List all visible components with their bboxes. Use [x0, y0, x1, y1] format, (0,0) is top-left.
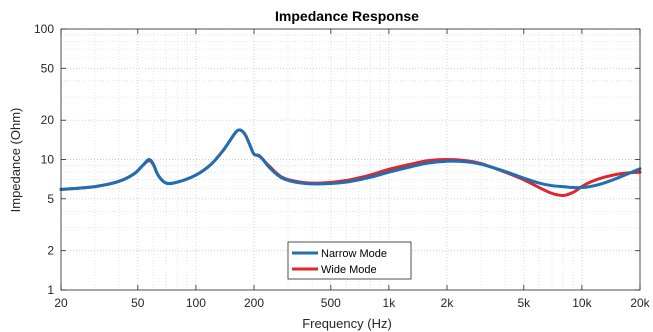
y-tick-label: 20 — [41, 113, 55, 127]
x-axis-label: Frequency (Hz) — [302, 316, 392, 331]
y-tick-label: 5 — [47, 192, 54, 206]
x-tick-label: 2k — [441, 296, 455, 310]
x-tick-labels: 20 50 100 200 500 1k 2k 5k 10k 20k — [54, 296, 650, 310]
x-tick-label: 20k — [630, 296, 650, 310]
x-tick-label: 20 — [54, 296, 68, 310]
y-tick-label: 2 — [47, 244, 54, 258]
y-tick-label: 100 — [34, 22, 54, 36]
y-tick-label: 50 — [41, 61, 55, 75]
x-tick-label: 1k — [383, 296, 397, 310]
series-line-narrow-mode — [59, 128, 642, 191]
x-tick-label: 200 — [244, 296, 264, 310]
x-tick-label: 5k — [517, 296, 531, 310]
y-tick-labels: 1 2 5 10 20 50 100 — [34, 22, 54, 297]
y-axis-label: Impedance (Ohm) — [8, 108, 23, 213]
x-tick-label: 10k — [572, 296, 592, 310]
legend-label-wide: Wide Mode — [321, 264, 377, 276]
y-tick-label: 1 — [47, 283, 54, 297]
legend-box — [287, 241, 412, 280]
legend-label-narrow: Narrow Mode — [321, 248, 387, 260]
y-tick-label: 10 — [41, 153, 55, 167]
x-tick-label: 500 — [321, 296, 341, 310]
x-tick-label: 100 — [186, 296, 206, 310]
legend: Narrow Mode Wide Mode — [287, 241, 412, 280]
tick-layer — [60, 28, 641, 291]
series-layer — [59, 128, 642, 197]
chart-title: Impedance Response — [275, 8, 419, 24]
x-tick-label: 50 — [131, 296, 145, 310]
